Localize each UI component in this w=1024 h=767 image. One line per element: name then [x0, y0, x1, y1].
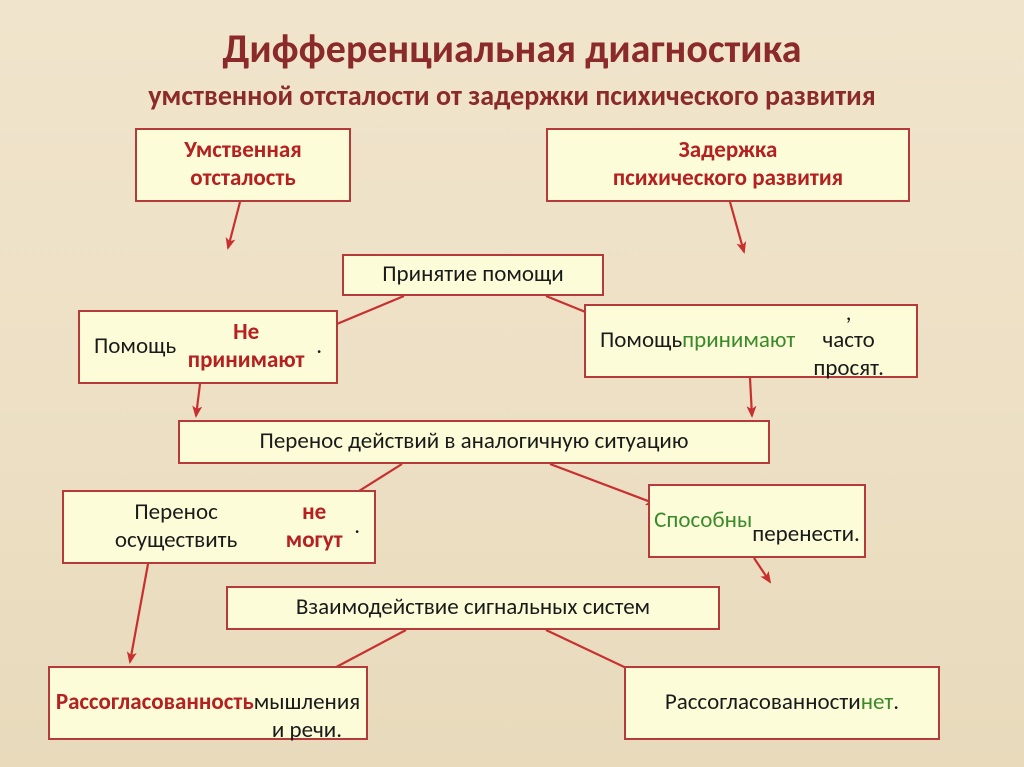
node-r1: Помощь принимают,часто просят.: [584, 304, 918, 378]
title-main: Дифференциальная диагностика: [0, 24, 1024, 73]
arrow-0: [228, 202, 240, 248]
title-sub: умственной отсталости от задержки психич…: [0, 78, 1024, 113]
node-l1: ПомощьНе принимают.: [78, 310, 338, 384]
node-top_right: Задержкапсихического развития: [546, 128, 910, 202]
arrow-7: [550, 464, 656, 504]
arrow-8: [130, 564, 148, 662]
node-r3: Рассогласованностинет.: [624, 666, 940, 740]
arrow-4: [196, 384, 200, 416]
node-crit1: Принятие помощи: [342, 254, 604, 296]
node-l2: Перенос осуществитьне могут.: [62, 490, 376, 564]
arrow-5: [750, 378, 752, 416]
node-top_left: Умственнаяотсталость: [135, 128, 351, 202]
node-l3: Рассогласованностьмышления и речи.: [48, 666, 368, 740]
node-crit2: Перенос действий в аналогичную ситуацию: [178, 420, 770, 464]
arrow-1: [730, 202, 744, 252]
node-crit3: Взаимодействие сигнальных систем: [226, 586, 720, 630]
node-r2: Способныперенести.: [648, 484, 866, 558]
arrow-9: [754, 558, 770, 582]
